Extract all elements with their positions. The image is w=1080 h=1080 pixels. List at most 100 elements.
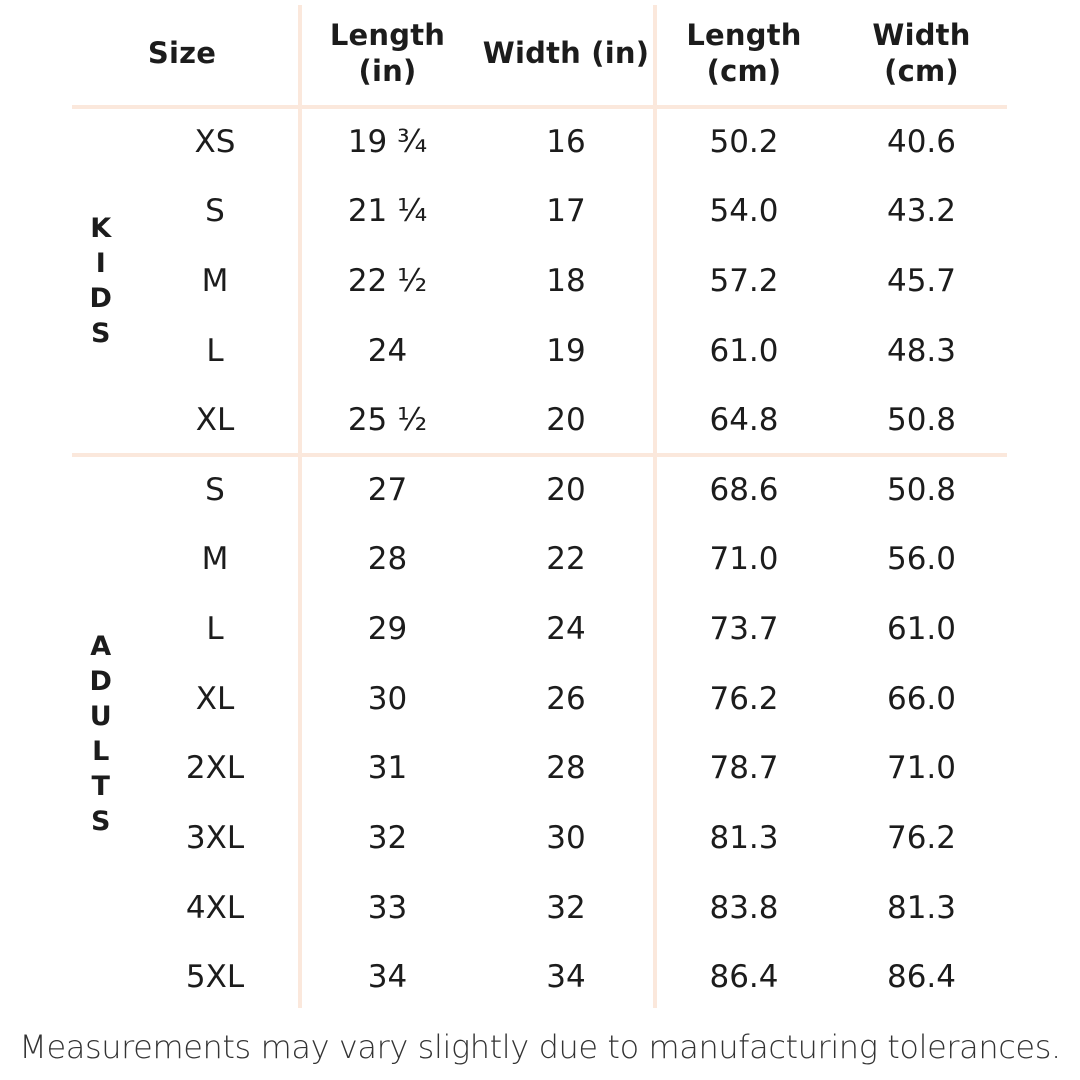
column-header-length-cm-line1: Length (686, 17, 802, 52)
cell-length-in: 27 (367, 471, 408, 508)
cell-length-cm: 81.3 (709, 819, 779, 856)
cell-width-cm: 50.8 (886, 402, 957, 439)
cell-length-cm: 76.2 (709, 680, 779, 717)
cell-width-in: 19 (546, 332, 586, 369)
cell-size: S (205, 193, 225, 230)
cell-length-cm: 68.6 (709, 471, 779, 508)
cell-width-cm: 76.2 (886, 819, 957, 856)
cell-size: S (205, 471, 225, 508)
cell-width-cm: 40.6 (886, 123, 957, 160)
cell-size: 4XL (185, 889, 245, 926)
cell-width-in: 18 (546, 262, 586, 299)
cell-size: L (206, 332, 224, 369)
cell-width-cm: 61.0 (886, 611, 957, 648)
column-header-size-line1: Size (147, 35, 217, 70)
cell-length-in: 31 (367, 750, 408, 787)
cell-width-in: 24 (546, 611, 586, 648)
column-header-width-in: Width (in) (477, 35, 655, 71)
cell-width-in: 20 (546, 471, 586, 508)
cell-width-in: 22 (546, 541, 586, 578)
column-header-length-in-line2: (in) (358, 53, 417, 88)
cell-width-cm: 66.0 (886, 680, 957, 717)
tolerance-note: Measurements may vary slightly due to ma… (19, 1028, 1061, 1066)
group-label-letter: I (95, 248, 107, 279)
group-label-letter: K (90, 213, 112, 244)
cell-length-in: 30 (367, 680, 408, 717)
cell-width-cm: 71.0 (886, 750, 957, 787)
table-row-adults-l: L 29 24 73.7 61.0 (132, 594, 1010, 664)
cell-size: L (206, 611, 224, 648)
cell-length-in: 24 (367, 332, 408, 369)
group-label-letter: D (89, 283, 113, 314)
cell-length-in: 19 ¾ (347, 123, 428, 160)
table-row-adults-s: S 27 20 68.6 50.8 (132, 455, 1010, 525)
cell-width-in: 30 (546, 819, 586, 856)
cell-length-cm: 50.2 (709, 123, 779, 160)
cell-width-in: 17 (546, 193, 586, 230)
cell-size: XL (195, 402, 235, 439)
table-header-row: Size Length (in) Width (in) Length (cm) … (70, 0, 1010, 105)
cell-length-cm: 71.0 (709, 541, 779, 578)
cell-length-in: 33 (367, 889, 408, 926)
table-row-kids-l: L 24 19 61.0 48.3 (132, 316, 1010, 386)
cell-width-cm: 43.2 (886, 193, 957, 230)
table-row-adults-4xl: 4XL 33 32 83.8 81.3 (132, 873, 1010, 943)
cell-length-cm: 73.7 (709, 611, 779, 648)
cell-length-cm: 64.8 (709, 402, 779, 439)
cell-width-cm: 86.4 (886, 959, 957, 996)
cell-length-in: 21 ¼ (347, 193, 428, 230)
cell-length-in: 32 (367, 819, 408, 856)
group-label-letter: D (89, 665, 113, 697)
cell-width-in: 16 (546, 123, 586, 160)
cell-length-in: 29 (367, 611, 408, 648)
cell-length-cm: 86.4 (709, 959, 779, 996)
cell-size: M (201, 541, 229, 578)
group-section-adults: A D U L T S S 27 20 68.6 50.8 M 28 22 71… (70, 455, 1010, 1012)
cell-width-cm: 48.3 (886, 332, 957, 369)
cell-length-cm: 61.0 (709, 332, 779, 369)
table-row-adults-2xl: 2XL 31 28 78.7 71.0 (132, 734, 1010, 804)
cell-width-in: 32 (546, 889, 586, 926)
cell-width-in: 34 (546, 959, 586, 996)
cell-width-in: 28 (546, 750, 586, 787)
horizontal-divider-kids-adults (72, 453, 1007, 457)
cell-width-in: 20 (546, 402, 586, 439)
cell-size: 2XL (185, 750, 245, 787)
group-rows-adults: S 27 20 68.6 50.8 M 28 22 71.0 56.0 L 29… (132, 455, 1010, 1012)
column-header-length-in-line1: Length (329, 17, 446, 52)
cell-width-cm: 50.8 (886, 471, 957, 508)
cell-size: XS (194, 123, 236, 160)
group-label-letter: T (91, 770, 111, 802)
table-row-adults-3xl: 3XL 32 30 81.3 76.2 (132, 803, 1010, 873)
group-label-letter: A (90, 630, 112, 662)
group-label-letter: U (89, 700, 113, 732)
group-label-letter: L (92, 735, 110, 767)
cell-width-cm: 45.7 (886, 262, 957, 299)
column-header-width-cm-line1: Width (872, 17, 971, 52)
table-row-adults-m: M 28 22 71.0 56.0 (132, 525, 1010, 595)
cell-length-cm: 54.0 (709, 193, 779, 230)
horizontal-divider-header (72, 105, 1007, 109)
cell-length-cm: 78.7 (709, 750, 779, 787)
group-rows-kids: XS 19 ¾ 16 50.2 40.6 S 21 ¼ 17 54.0 43.2… (132, 107, 1010, 455)
vertical-divider-in-cm (653, 5, 657, 1008)
group-label-letter: S (91, 318, 111, 349)
table-row-kids-m: M 22 ½ 18 57.2 45.7 (132, 246, 1010, 316)
vertical-divider-size-length (298, 5, 302, 1008)
table-row-kids-s: S 21 ¼ 17 54.0 43.2 (132, 177, 1010, 247)
column-header-width-cm-line2: (cm) (884, 53, 959, 88)
column-header-length-cm: Length (cm) (655, 17, 833, 89)
column-header-width-in-line1: Width (in) (482, 35, 650, 70)
cell-length-in: 22 ½ (347, 262, 428, 299)
table-row-adults-xl: XL 30 26 76.2 66.0 (132, 664, 1010, 734)
cell-length-cm: 57.2 (709, 262, 779, 299)
table-row-kids-xl: XL 25 ½ 20 64.8 50.8 (132, 385, 1010, 455)
column-header-width-cm: Width (cm) (833, 17, 1010, 89)
cell-length-in: 25 ½ (347, 402, 428, 439)
cell-width-cm: 81.3 (886, 889, 957, 926)
group-label-adults: A D U L T S (70, 455, 132, 1012)
cell-size: 3XL (185, 819, 245, 856)
cell-length-in: 28 (367, 541, 408, 578)
table-row-kids-xs: XS 19 ¾ 16 50.2 40.6 (132, 107, 1010, 177)
